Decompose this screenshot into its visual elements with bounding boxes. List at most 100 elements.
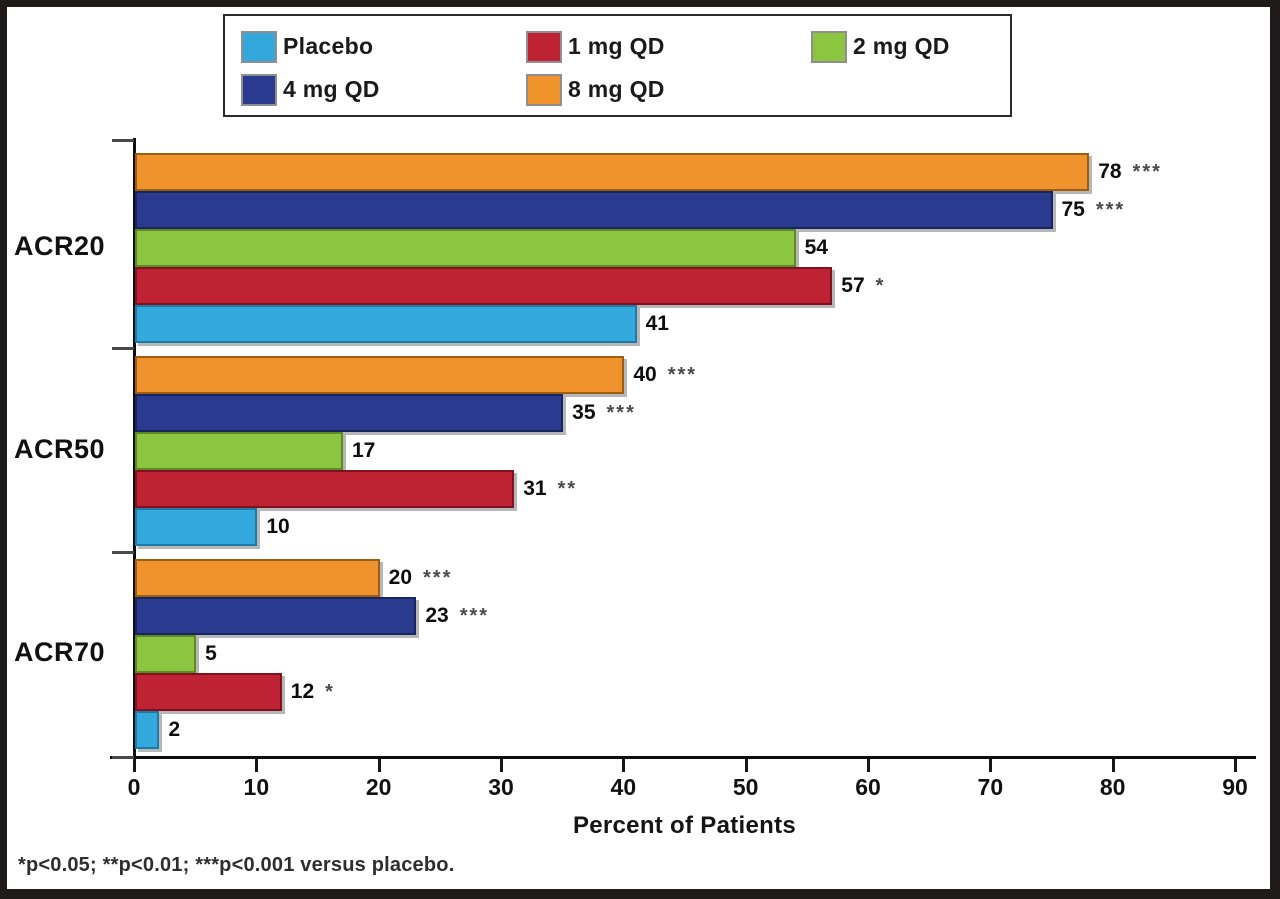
x-tick	[1234, 759, 1237, 772]
legend-swatch-icon-4-mg-qd	[241, 73, 277, 106]
group-label-acr50: ACR50	[14, 434, 106, 464]
bar-value-label-acr70-placebo: 2	[168, 718, 180, 742]
legend-label: 2 mg QD	[853, 33, 950, 59]
significance-marker: **	[557, 478, 578, 500]
y-tick	[112, 139, 134, 142]
bar-value: 20	[388, 566, 413, 589]
bar-value-label-acr50-8-mg-qd: 40 ***	[633, 363, 697, 387]
bar-value: 78	[1098, 160, 1122, 183]
bar-acr50-placebo	[135, 508, 258, 546]
bar-value-label-acr50-placebo: 10	[266, 515, 289, 539]
legend-label: 4 mg QD	[283, 76, 380, 102]
bar-value: 2	[168, 718, 181, 741]
bar-value-label-acr70-8-mg-qd: 20 ***	[389, 566, 453, 590]
x-tick-label: 0	[127, 774, 141, 800]
x-tick-label: 50	[732, 774, 759, 800]
bar-value-label-acr70-1-mg-qd: 12 *	[291, 680, 335, 704]
x-axis-title: Percent of Patients	[572, 812, 797, 839]
x-tick-label: 40	[610, 774, 637, 800]
y-tick	[112, 347, 134, 350]
legend-label: 1 mg QD	[568, 33, 665, 59]
bar-acr20-4-mg-qd	[135, 191, 1053, 229]
x-tick-label: 90	[1222, 774, 1248, 800]
y-axis-line	[133, 138, 136, 771]
x-tick-label: 30	[488, 774, 514, 800]
bar-value: 35	[572, 401, 596, 424]
bar-value-label-acr20-2-mg-qd: 54	[805, 236, 828, 260]
group-label-acr20: ACR20	[14, 231, 106, 261]
bar-value-label-acr20-1-mg-qd: 57 *	[841, 274, 885, 298]
x-tick	[255, 759, 259, 772]
bar-acr70-2-mg-qd	[135, 635, 197, 673]
bar-acr20-2-mg-qd	[135, 229, 796, 267]
x-tick	[867, 759, 870, 772]
x-tick-label: 10	[243, 774, 270, 800]
legend-label: 8 mg QD	[568, 76, 665, 102]
legend-item-8-mg-qd: 8 mg QD	[526, 68, 811, 111]
significance-marker: *	[875, 275, 886, 297]
legend-label: Placebo	[283, 33, 374, 59]
bar-acr20-8-mg-qd	[135, 153, 1090, 191]
bar-value-label-acr50-4-mg-qd: 35 ***	[572, 401, 636, 425]
x-tick-label: 80	[1099, 774, 1126, 800]
bar-value: 54	[804, 236, 828, 259]
significance-marker: *	[325, 681, 335, 703]
bar-acr50-4-mg-qd	[135, 394, 564, 432]
bar-acr20-placebo	[135, 305, 637, 343]
bar-value: 5	[205, 642, 217, 665]
legend-item-placebo: Placebo	[241, 25, 526, 68]
bar-value-label-acr50-1-mg-qd: 31 **	[523, 477, 577, 501]
bar-value: 57	[841, 274, 865, 297]
bar-value: 23	[425, 604, 449, 627]
significance-marker: ***	[1095, 199, 1126, 221]
legend-item-2-mg-qd: 2 mg QD	[811, 25, 1010, 68]
bar-acr70-4-mg-qd	[135, 597, 417, 635]
legend-swatch-icon-8-mg-qd	[526, 73, 562, 106]
bar-value-label-acr20-4-mg-qd: 75 ***	[1062, 198, 1126, 222]
significance-marker: ***	[1132, 161, 1162, 183]
bar-acr20-1-mg-qd	[135, 267, 833, 305]
bar-acr50-1-mg-qd	[135, 470, 515, 508]
bar-acr50-8-mg-qd	[135, 356, 625, 394]
x-tick	[500, 759, 503, 772]
x-tick-label: 20	[365, 774, 392, 800]
significance-marker: ***	[667, 364, 698, 386]
significance-marker: ***	[459, 605, 490, 627]
bar-acr70-placebo	[135, 711, 160, 749]
x-tick	[133, 759, 136, 772]
bar-value-label-acr50-2-mg-qd: 17	[352, 439, 375, 463]
x-tick-label: 60	[855, 774, 881, 800]
bar-value: 40	[633, 363, 657, 386]
bar-value: 31	[523, 477, 547, 500]
legend-swatch-icon-1-mg-qd	[526, 30, 562, 63]
bar-value-label-acr70-4-mg-qd: 23 ***	[425, 604, 489, 628]
significance-marker: ***	[606, 402, 636, 424]
x-tick	[989, 759, 993, 772]
legend-item-1-mg-qd: 1 mg QD	[526, 25, 811, 68]
y-tick	[112, 551, 134, 554]
bar-value-label-acr20-placebo: 41	[646, 312, 669, 336]
significance-marker: ***	[423, 567, 453, 589]
x-tick	[622, 759, 626, 772]
group-label-acr70: ACR70	[14, 637, 106, 667]
x-axis-line	[110, 756, 1256, 759]
legend: Placebo 1 mg QD 2 mg QD 4 mg QD 8 mg QD	[223, 14, 1012, 117]
bar-acr70-1-mg-qd	[135, 673, 282, 711]
bar-value: 41	[645, 312, 669, 335]
y-tick	[112, 756, 134, 759]
significance-footnote: *p<0.05; **p<0.01; ***p<0.001 versus pla…	[18, 854, 455, 876]
x-tick	[377, 759, 381, 772]
bar-acr70-8-mg-qd	[135, 559, 380, 597]
bar-value-label-acr70-2-mg-qd: 5	[205, 642, 217, 666]
x-tick-label: 70	[977, 774, 1004, 800]
bar-value: 12	[290, 680, 315, 703]
x-tick	[1111, 759, 1115, 772]
legend-item-4-mg-qd: 4 mg QD	[241, 68, 526, 111]
legend-swatch-icon-2-mg-qd	[811, 30, 847, 63]
bar-value-label-acr20-8-mg-qd: 78 ***	[1098, 160, 1162, 184]
x-tick	[744, 759, 748, 772]
bar-value: 10	[266, 515, 290, 538]
bar-value: 17	[351, 439, 376, 462]
bar-acr50-2-mg-qd	[135, 432, 343, 470]
